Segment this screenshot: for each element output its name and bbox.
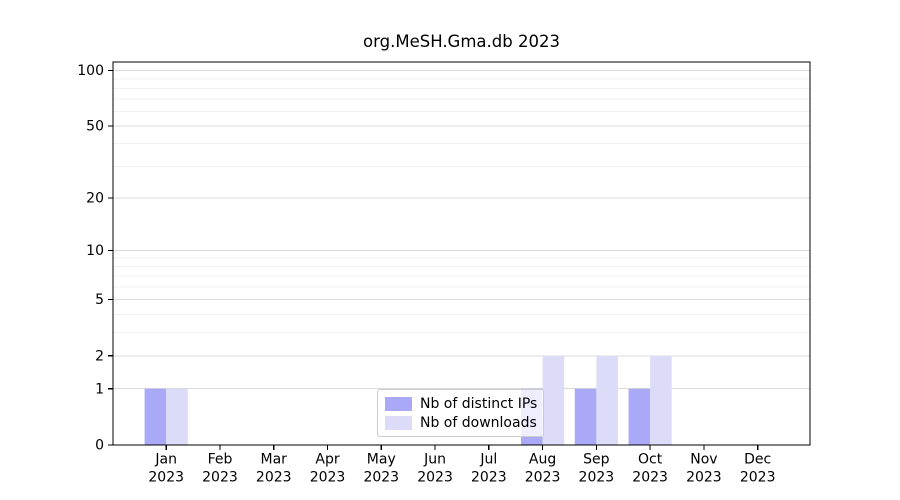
x-tick-label-month: Feb bbox=[208, 452, 233, 468]
x-tick-label-month: Apr bbox=[315, 452, 339, 468]
y-tick-label: 2 bbox=[95, 348, 104, 364]
x-tick-label-year: 2023 bbox=[256, 470, 292, 486]
x-tick-label-month: Jan bbox=[154, 452, 177, 468]
legend-swatch-distinct-ips-icon bbox=[385, 396, 412, 411]
legend-swatch-downloads-icon bbox=[385, 415, 412, 430]
minor-gridlines bbox=[113, 78, 810, 333]
x-tick-label-year: 2023 bbox=[417, 470, 453, 486]
x-axis: Jan 2023 Feb 2023 Mar 2023 Apr 2023 May 2023 Jun 20… bbox=[148, 445, 775, 486]
x-tick-label-month: Oct bbox=[638, 452, 663, 468]
x-tick-label-year: 2023 bbox=[686, 470, 722, 486]
legend-label-distinct-ips: Nb of distinct IPs bbox=[420, 395, 538, 412]
legend: Nb of distinct IPs Nb of downloads bbox=[377, 389, 544, 437]
y-tick-label: 20 bbox=[86, 190, 104, 206]
x-tick-label-year: 2023 bbox=[740, 470, 776, 486]
x-tick-label-year: 2023 bbox=[632, 470, 668, 486]
x-tick-label-year: 2023 bbox=[363, 470, 399, 486]
x-tick-label-month: Dec bbox=[744, 452, 771, 468]
bar bbox=[144, 388, 167, 445]
x-tick-label-month: Aug bbox=[529, 452, 556, 468]
chart-title: org.MeSH.Gma.db 2023 bbox=[363, 32, 560, 51]
bar bbox=[542, 355, 565, 445]
x-tick-label-year: 2023 bbox=[310, 470, 346, 486]
y-axis: 0 1 2 5 10 20 50 100 bbox=[77, 63, 113, 454]
y-tick-label: 0 bbox=[95, 438, 104, 454]
bar bbox=[628, 388, 651, 445]
y-tick-label: 100 bbox=[77, 63, 104, 79]
bar bbox=[574, 388, 597, 445]
x-tick-label-year: 2023 bbox=[579, 470, 615, 486]
x-tick-label-month: Mar bbox=[261, 452, 288, 468]
bars-nb-of-downloads bbox=[166, 355, 672, 445]
bar bbox=[650, 355, 672, 445]
x-tick-label-year: 2023 bbox=[525, 470, 561, 486]
legend-item-downloads: Nb of downloads bbox=[385, 414, 537, 431]
x-tick-label-month: Nov bbox=[690, 452, 717, 468]
x-tick-label-month: Jun bbox=[423, 452, 446, 468]
x-tick-label-month: Sep bbox=[583, 452, 610, 468]
legend-item-distinct-ips: Nb of distinct IPs bbox=[385, 395, 538, 412]
y-tick-label: 1 bbox=[95, 381, 104, 397]
major-gridlines bbox=[113, 69, 810, 390]
x-tick-label-year: 2023 bbox=[471, 470, 507, 486]
legend-label-downloads: Nb of downloads bbox=[420, 414, 537, 431]
bar bbox=[166, 388, 188, 445]
y-tick-label: 50 bbox=[86, 118, 104, 134]
x-tick-label-month: Jul bbox=[479, 452, 497, 468]
y-tick-label: 10 bbox=[86, 243, 104, 259]
x-tick-label-year: 2023 bbox=[148, 470, 184, 486]
x-tick-label-month: May bbox=[367, 452, 396, 468]
plot-border bbox=[112, 61, 811, 446]
x-tick-label-year: 2023 bbox=[202, 470, 238, 486]
y-tick-label: 5 bbox=[95, 292, 104, 308]
bar bbox=[596, 355, 618, 445]
